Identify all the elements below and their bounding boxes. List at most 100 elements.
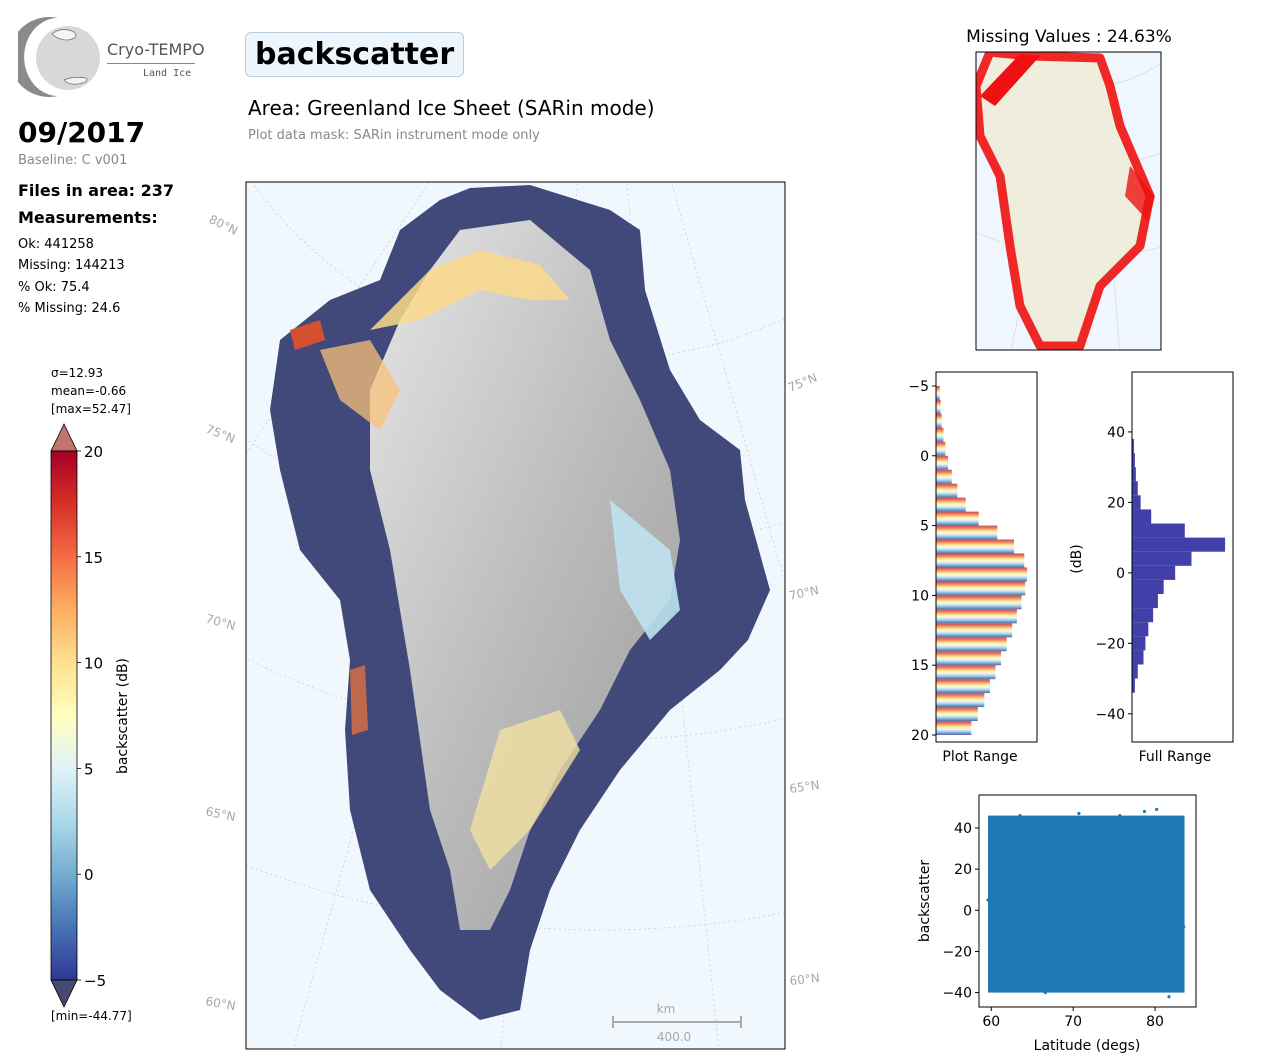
swath-red-southwest: [350, 665, 368, 735]
histogram-plot-range-tick-label: 15: [911, 658, 929, 674]
histogram-full-range-bar: [1132, 678, 1135, 693]
histogram-plot-range-bar: [936, 483, 958, 498]
scatter-point: [1138, 918, 1142, 923]
logo-subtitle: Land Ice: [143, 68, 192, 79]
colorbar-min: [min=-44.77]: [51, 1009, 132, 1023]
histogram-full-range-bar: [1132, 594, 1158, 609]
histogram-full-range-xlabel: Full Range: [1139, 749, 1212, 765]
histogram-full-range-bar: [1132, 509, 1152, 524]
colorbar-mean: mean=-0.66: [51, 384, 127, 398]
colorbar-extend-max: [50, 423, 78, 452]
histogram-full-range-bar: [1132, 608, 1154, 623]
histogram-plot-range-xlabel: Plot Range: [942, 749, 1017, 765]
scatter-point: [1182, 925, 1186, 929]
missing-data-border: [976, 52, 1155, 350]
cryo-tempo-logo: [18, 17, 100, 97]
scatter-point: [1003, 978, 1007, 982]
scatter-point: [1163, 828, 1167, 832]
scatter-point: [1056, 818, 1061, 822]
missing-data-northwest-band: [980, 54, 1040, 106]
scatter-point: [1039, 824, 1043, 828]
histogram-plot-range-bar: [936, 399, 941, 414]
colorbar-tick-label: 0: [84, 866, 94, 884]
scatter-point: [1085, 871, 1089, 875]
scatter-point: [989, 877, 993, 881]
scatter-point: [1151, 863, 1155, 867]
scatter-point: [1089, 949, 1093, 954]
histogram-full-range-bar: [1132, 495, 1141, 510]
map-latitude-label-left: 80°N: [207, 212, 240, 238]
scatter-point: [1081, 976, 1085, 980]
histogram-full-range: 40 20 0 −20 −40 (dB) Full Range: [1069, 371, 1234, 765]
scatter-ylabel: backscatter: [917, 860, 933, 942]
histogram-plot-range-bar: [936, 609, 1017, 624]
scatter-point: [1093, 826, 1097, 830]
swath-red-northwest: [290, 320, 325, 350]
scatter-point: [1126, 836, 1130, 840]
scatter-point: [1006, 820, 1010, 824]
scatter-point: [1178, 953, 1182, 958]
scatter-point: [1010, 883, 1014, 888]
swath-light-east: [610, 500, 680, 640]
scatter-xlabel: Latitude (degs): [1034, 1038, 1141, 1054]
scatter-point: [1048, 867, 1052, 871]
colorbar-sigma: σ=12.93: [51, 366, 104, 380]
scatter-x-tick-label: 70: [1064, 1014, 1082, 1030]
histogram-full-range-bar: [1132, 636, 1146, 651]
map-frame: [245, 181, 786, 1050]
histogram-plot-range-bar: [936, 581, 1026, 596]
scatter-point: [1065, 962, 1069, 966]
histogram-full-range-bar: [1132, 565, 1176, 580]
scatter-point: [996, 960, 1000, 964]
map-latitude-label-left: 70°N: [204, 611, 237, 633]
scatter-point: [1110, 888, 1114, 892]
swath-light-south: [470, 710, 580, 870]
histogram-full-range-bar: [1132, 523, 1185, 538]
colorbar-tick-label: −5: [84, 972, 106, 990]
histogram-plot-range-bar: [936, 525, 998, 540]
greenland-ice-sheet: [370, 220, 680, 930]
scale-value: 400.0: [657, 1030, 691, 1044]
histogram-plot-range-bar: [936, 693, 985, 708]
map-latitude-label-right: 60°N: [789, 971, 821, 988]
scatter-point: [1130, 986, 1134, 991]
histogram-full-range-bar: [1132, 650, 1144, 665]
measurements-heading: Measurements:: [18, 208, 158, 227]
scatter-point: [1101, 982, 1106, 986]
scatter-point: [1030, 846, 1034, 851]
scatter-point: [1014, 966, 1018, 970]
histogram-plot-range-tick-label: −5: [908, 379, 929, 395]
parameter-title: backscatter: [245, 32, 465, 77]
scatter-y-tick-label: −40: [942, 986, 972, 1002]
scatter-point: [1027, 970, 1031, 974]
main-map: 80°N 75°N 70°N 65°N 60°N 75°N 70°N 65°N 60°N km…: [204, 181, 821, 1050]
swath-warm-northwest: [320, 340, 400, 430]
histogram-plot-range-bar: [936, 511, 979, 526]
scatter-point: [1134, 851, 1138, 855]
scatter-y-tick-label: 20: [954, 862, 972, 878]
histogram-plot-range-bar: [936, 427, 944, 442]
colorbar-tick-label: 10: [84, 655, 103, 673]
logo-title: Cryo-TEMPO: [107, 40, 205, 59]
histogram-full-range-tick-label: 0: [1116, 566, 1125, 582]
scatter-point: [1018, 813, 1022, 818]
missing-values-title: Missing Values : 24.63%: [966, 27, 1172, 47]
histogram-full-range-bar: [1132, 481, 1138, 496]
histogram-plot-range-bar: [936, 385, 940, 400]
histogram-full-range-tick-label: −20: [1095, 636, 1125, 652]
logo-divider: [107, 63, 195, 64]
missing-map-land: [976, 52, 1150, 346]
map-latitude-label-right: 65°N: [788, 778, 820, 796]
stat-percent-missing: % Missing: 24.6: [18, 301, 121, 316]
histogram-plot-range-frame: [935, 371, 1038, 743]
scatter-x-tick-label: 60: [982, 1014, 1000, 1030]
histogram-full-range-bar: [1132, 579, 1164, 594]
stat-ok: Ok: 441258: [18, 237, 94, 252]
swath-warm-north: [370, 250, 570, 330]
colorbar-tick-label: 5: [84, 760, 94, 778]
map-latitude-label-left: 75°N: [204, 422, 237, 446]
histogram-plot-range-tick-label: 0: [920, 449, 929, 465]
colorbar-tick-label: 15: [84, 549, 103, 567]
baseline-label: Baseline: C v001: [18, 153, 128, 168]
scatter-frame: [978, 794, 1197, 1008]
